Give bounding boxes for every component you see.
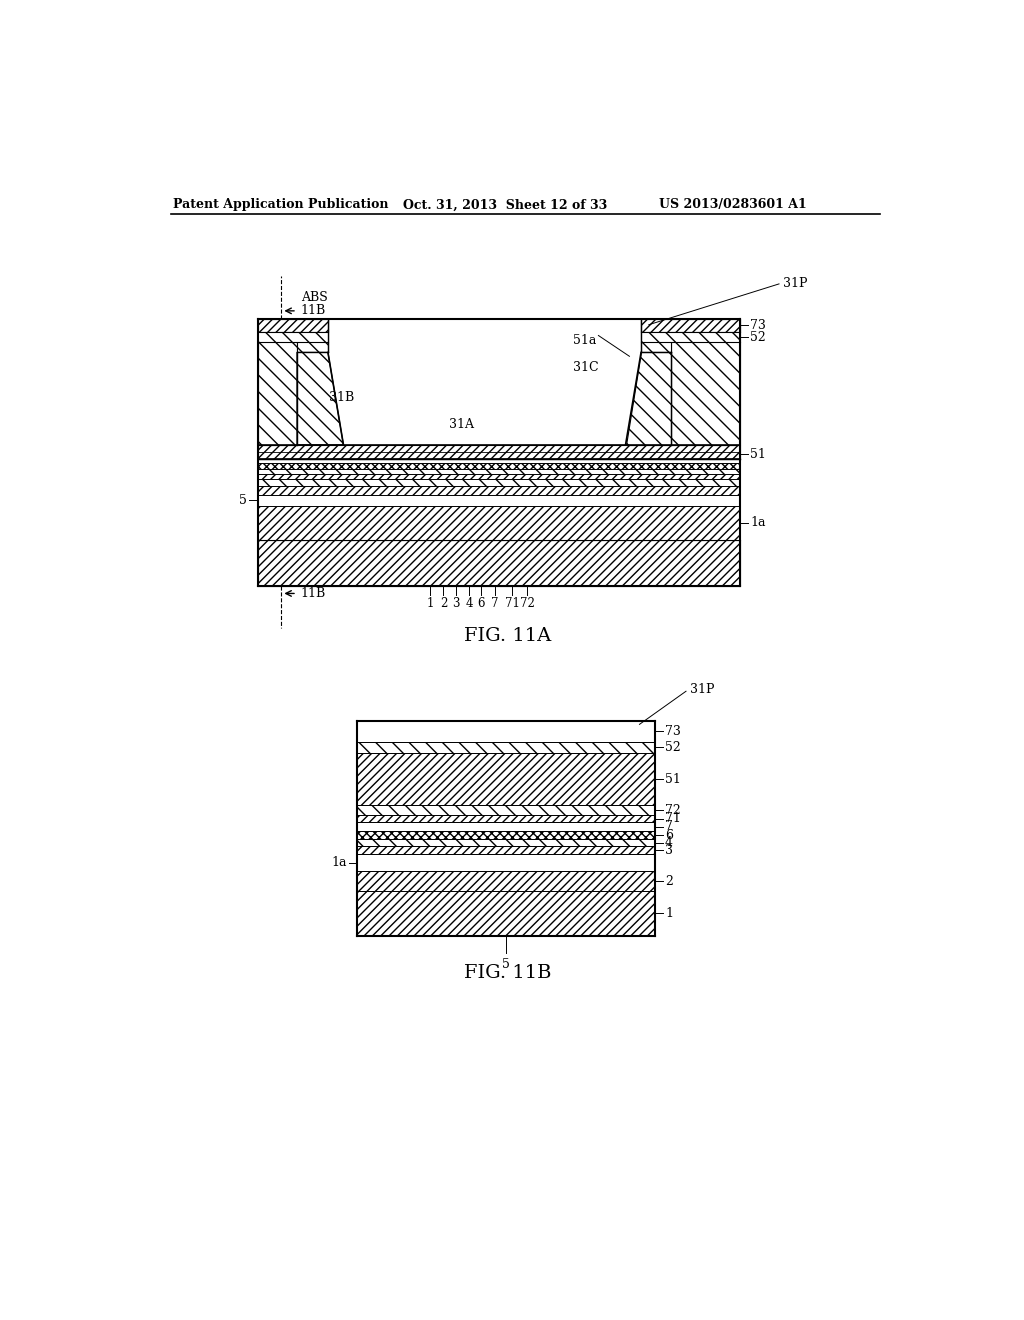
Polygon shape [297, 352, 343, 445]
Bar [258, 458, 740, 463]
Text: 4: 4 [465, 598, 473, 610]
Text: 1a: 1a [751, 516, 766, 529]
Bar [258, 495, 740, 506]
Bar [258, 506, 740, 540]
Text: 11B: 11B [301, 587, 326, 601]
Text: ABS: ABS [301, 290, 328, 304]
Text: 3: 3 [452, 598, 460, 610]
Bar [671, 318, 740, 445]
Bar [258, 486, 740, 495]
Bar [356, 846, 655, 854]
Text: 72: 72 [665, 804, 681, 817]
Text: 2: 2 [665, 875, 673, 887]
Bar [258, 474, 740, 479]
Text: 72: 72 [520, 598, 535, 610]
Text: 71: 71 [665, 812, 681, 825]
Text: 73: 73 [665, 725, 681, 738]
Text: 3: 3 [665, 843, 673, 857]
Text: 51: 51 [665, 772, 681, 785]
Bar [297, 318, 328, 352]
Text: 1a: 1a [331, 857, 346, 870]
Text: 4: 4 [665, 836, 673, 849]
Bar [356, 822, 655, 832]
Text: 1: 1 [665, 907, 673, 920]
Text: FIG. 11A: FIG. 11A [464, 627, 551, 644]
Bar [356, 752, 655, 805]
Text: 31P: 31P [783, 277, 807, 289]
Bar [641, 333, 740, 342]
Bar [356, 840, 655, 846]
Bar [356, 854, 655, 871]
Text: 6: 6 [477, 598, 485, 610]
Text: 31P: 31P [690, 684, 715, 696]
Text: 31B: 31B [330, 391, 354, 404]
Text: 1: 1 [427, 598, 434, 610]
Text: 6: 6 [665, 829, 673, 842]
Bar [258, 463, 740, 469]
Text: 52: 52 [751, 330, 766, 343]
Text: 5: 5 [502, 958, 510, 970]
Text: 51: 51 [751, 447, 766, 461]
Bar [258, 540, 740, 586]
Text: FIG. 11B: FIG. 11B [464, 964, 552, 982]
Text: 52: 52 [665, 741, 681, 754]
Text: 5: 5 [239, 494, 247, 507]
Bar [258, 445, 740, 459]
Bar [258, 318, 297, 445]
Bar [258, 451, 740, 458]
Text: 7: 7 [665, 820, 673, 833]
Bar [258, 445, 740, 451]
Text: 31C: 31C [572, 362, 598, 375]
Text: 11B: 11B [301, 305, 326, 317]
Bar [356, 805, 655, 816]
Bar [356, 816, 655, 822]
Bar [258, 318, 328, 333]
Text: Oct. 31, 2013  Sheet 12 of 33: Oct. 31, 2013 Sheet 12 of 33 [403, 198, 607, 211]
Text: 73: 73 [751, 319, 766, 333]
Text: 51a: 51a [572, 334, 596, 347]
Bar [356, 891, 655, 936]
Polygon shape [626, 352, 671, 445]
Text: Patent Application Publication: Patent Application Publication [173, 198, 388, 211]
Bar [258, 469, 740, 474]
Bar [641, 318, 671, 352]
Text: US 2013/0283601 A1: US 2013/0283601 A1 [658, 198, 807, 211]
Bar [356, 721, 655, 742]
Text: 71: 71 [505, 598, 520, 610]
Bar [356, 832, 655, 840]
Bar [356, 871, 655, 891]
Text: 31A: 31A [449, 417, 474, 430]
Text: 2: 2 [439, 598, 447, 610]
Bar [258, 479, 740, 486]
Bar [356, 742, 655, 752]
Bar [641, 318, 740, 333]
Text: 7: 7 [490, 598, 499, 610]
Bar [258, 333, 328, 342]
